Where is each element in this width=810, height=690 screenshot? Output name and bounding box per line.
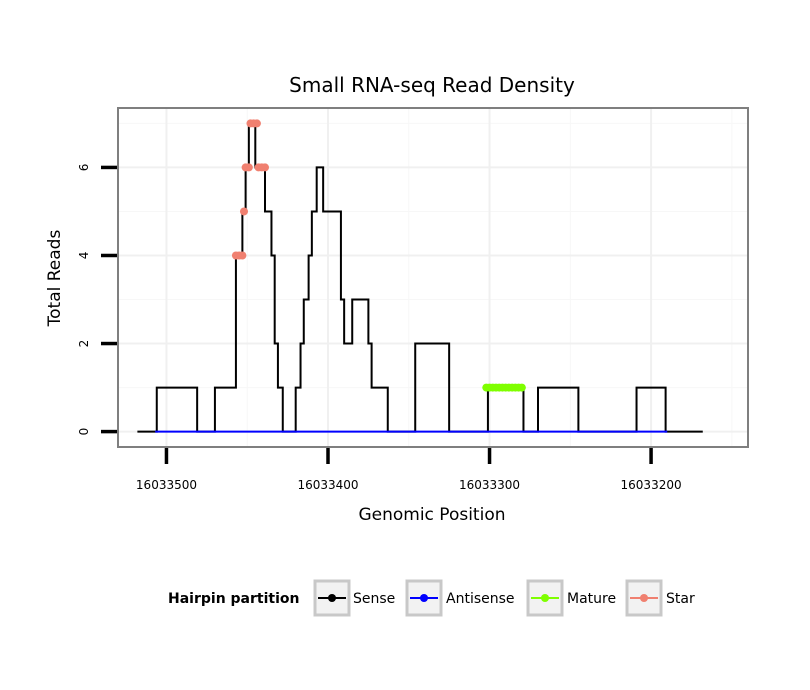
point-star-3: [240, 207, 248, 216]
legend-key-dot-mature: [541, 594, 549, 602]
y-tick-label-1: 2: [77, 340, 91, 348]
x-tick-label-1: 16033400: [297, 478, 358, 492]
y-axis-title: Total Reads: [45, 230, 65, 328]
legend-key-dot-antisense: [420, 594, 428, 602]
point-star-8: [252, 119, 261, 128]
point-mature-11: [517, 383, 526, 392]
series-layer: [137, 119, 703, 433]
legend-label-antisense: Antisense: [446, 591, 515, 607]
legend-title: Hairpin partition: [168, 591, 299, 607]
x-tick-label-0: 16033500: [136, 478, 197, 492]
legend: Hairpin partition Sense Antisense Mature St…: [168, 579, 695, 617]
series-mature: [482, 383, 526, 392]
point-star-11: [261, 163, 269, 172]
legend-key-dot-star: [640, 594, 648, 602]
y-tick-label-3: 6: [77, 164, 91, 172]
x-axis: 16033500 16033400 16033300 16033200: [136, 448, 682, 492]
point-star-5: [244, 163, 253, 172]
chart-title: Small RNA-seq Read Density: [289, 73, 575, 97]
series-sense: [137, 122, 703, 433]
x-tick-label-2: 16033300: [459, 478, 520, 492]
series-star: [231, 119, 269, 260]
legend-label-sense: Sense: [353, 591, 395, 607]
legend-label-star: Star: [666, 591, 695, 607]
x-tick-label-3: 16033200: [621, 478, 682, 492]
x-axis-title: Genomic Position: [358, 505, 505, 525]
series-line-sense: [137, 122, 703, 433]
panel-border: [117, 107, 749, 448]
panel-background: [118, 108, 748, 447]
y-tick-label-2: 4: [77, 252, 91, 260]
y-tick-label-0: 0: [77, 428, 91, 436]
plot-panel: [118, 108, 748, 447]
legend-key-dot-sense: [328, 594, 336, 602]
legend-label-mature: Mature: [567, 591, 616, 607]
point-star-2: [238, 251, 247, 260]
y-axis: 0 2 4 6: [77, 164, 117, 436]
